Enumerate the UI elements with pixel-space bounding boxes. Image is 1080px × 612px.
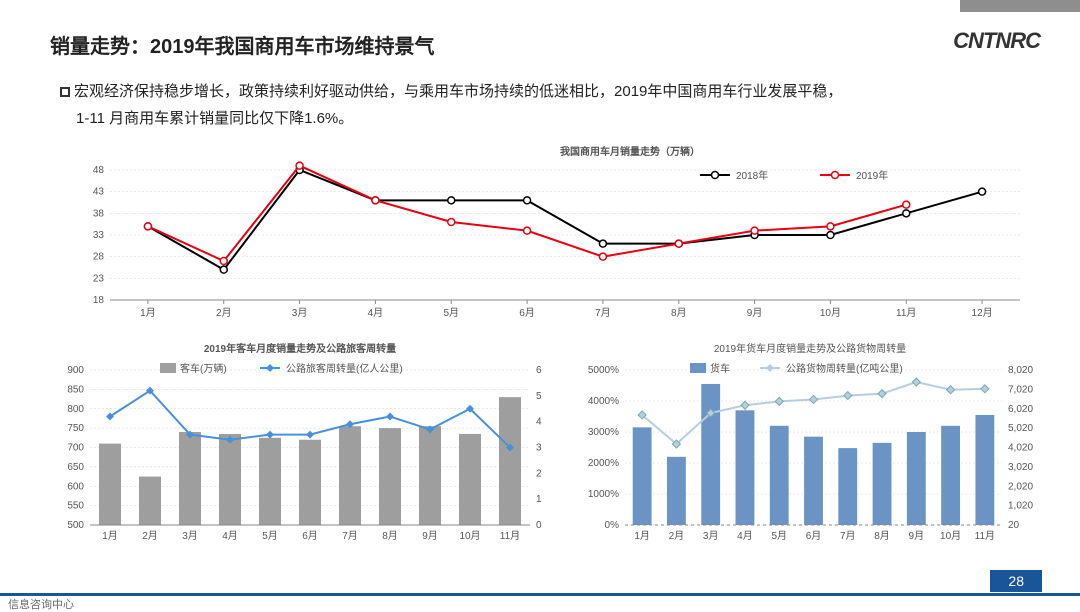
svg-text:7月: 7月 xyxy=(342,530,358,542)
svg-text:9月: 9月 xyxy=(747,307,763,319)
svg-text:8月: 8月 xyxy=(874,530,890,542)
svg-text:5: 5 xyxy=(536,391,542,402)
svg-text:800: 800 xyxy=(67,404,84,415)
chart-right: 2019年货车月度销量走势及公路货物周转量 0% 1000% 2000% 3000% 40… xyxy=(570,340,1050,550)
svg-text:2019年货车月度销量走势及公路货物周转量: 2019年货车月度销量走势及公路货物周转量 xyxy=(714,342,906,355)
subtitle-line2: 1-11 月商用车累计销量同比仅下降1.6%。 xyxy=(76,110,353,127)
svg-text:43: 43 xyxy=(93,187,105,198)
svg-text:900: 900 xyxy=(67,365,84,376)
svg-text:11月: 11月 xyxy=(975,530,995,542)
svg-text:公路货物周转量(亿吨公里): 公路货物周转量(亿吨公里) xyxy=(786,362,903,375)
chart-main: 我国商用车月销量走势（万辆） 18 23 28 33 38 43 48 1月 2月 3月 4月 5月 6月… xyxy=(70,145,1030,325)
svg-text:2,020: 2,020 xyxy=(1008,481,1033,492)
svg-text:2000%: 2000% xyxy=(588,458,619,469)
svg-text:2月: 2月 xyxy=(669,530,685,542)
svg-text:1: 1 xyxy=(536,494,542,505)
svg-text:5,020: 5,020 xyxy=(1008,423,1033,434)
svg-text:客车(万辆): 客车(万辆) xyxy=(180,362,227,375)
svg-text:5000%: 5000% xyxy=(588,365,619,376)
svg-text:1月: 1月 xyxy=(102,530,118,542)
bullet-icon xyxy=(60,87,70,97)
svg-text:9月: 9月 xyxy=(909,530,925,542)
svg-text:5月: 5月 xyxy=(771,530,787,542)
svg-text:3: 3 xyxy=(536,443,542,454)
svg-text:23: 23 xyxy=(93,273,105,284)
svg-text:9月: 9月 xyxy=(422,530,438,542)
svg-text:公路旅客周转量(亿人公里): 公路旅客周转量(亿人公里) xyxy=(286,362,403,375)
svg-text:5月: 5月 xyxy=(443,307,459,319)
chart-main-svg: 我国商用车月销量走势（万辆） 18 23 28 33 38 43 48 1月 2月 3月 4月 5月 6月… xyxy=(70,145,1030,325)
page-number: 28 xyxy=(990,570,1042,592)
svg-text:18: 18 xyxy=(93,295,105,306)
svg-text:500: 500 xyxy=(67,520,84,531)
svg-text:1月: 1月 xyxy=(140,307,156,319)
svg-text:4,020: 4,020 xyxy=(1008,443,1033,454)
svg-text:4月: 4月 xyxy=(368,307,384,319)
svg-text:20: 20 xyxy=(1008,520,1020,531)
svg-text:1000%: 1000% xyxy=(588,489,619,500)
svg-text:5月: 5月 xyxy=(262,530,278,542)
svg-text:3000%: 3000% xyxy=(588,427,619,438)
svg-text:6月: 6月 xyxy=(302,530,318,542)
svg-text:我国商用车月销量走势（万辆）: 我国商用车月销量走势（万辆） xyxy=(560,145,700,158)
page-title: 销量走势：2019年我国商用车市场维持景气 xyxy=(50,30,435,59)
svg-text:2019年客车月度销量走势及公路旅客周转量: 2019年客车月度销量走势及公路旅客周转量 xyxy=(204,342,396,355)
chart-left-svg: 2019年客车月度销量走势及公路旅客周转量5005506006507007508… xyxy=(40,340,560,550)
svg-text:4: 4 xyxy=(536,417,542,428)
svg-text:750: 750 xyxy=(67,423,84,434)
svg-text:4000%: 4000% xyxy=(588,396,619,407)
svg-text:8,020: 8,020 xyxy=(1008,365,1033,376)
svg-text:2019年: 2019年 xyxy=(856,169,888,182)
svg-text:700: 700 xyxy=(67,443,84,454)
svg-text:6月: 6月 xyxy=(806,530,822,542)
svg-text:10月: 10月 xyxy=(940,530,961,542)
svg-text:0: 0 xyxy=(536,520,542,531)
footer-text: 信息咨询中心 xyxy=(8,596,74,612)
chart-left: 2019年客车月度销量走势及公路旅客周转量5005506006507007508… xyxy=(40,340,560,550)
svg-text:11月: 11月 xyxy=(500,530,520,542)
svg-text:货车: 货车 xyxy=(710,362,730,375)
logo: CNTNRC xyxy=(953,28,1040,54)
chart-right-svg: 2019年货车月度销量走势及公路货物周转量 0% 1000% 2000% 3000% 40… xyxy=(570,340,1050,550)
svg-text:3月: 3月 xyxy=(182,530,198,542)
svg-text:600: 600 xyxy=(67,481,84,492)
svg-text:2018年: 2018年 xyxy=(736,169,768,182)
svg-text:7月: 7月 xyxy=(595,307,611,319)
svg-text:7,020: 7,020 xyxy=(1008,384,1033,395)
subtitle-line1: 宏观经济保持稳步增长，政策持续利好驱动供给，与乘用车市场持续的低迷相比，2019… xyxy=(74,83,842,100)
footer-line xyxy=(0,593,1080,596)
corner-tab xyxy=(960,0,1080,12)
svg-text:1月: 1月 xyxy=(634,530,650,542)
svg-text:12月: 12月 xyxy=(972,307,993,319)
svg-text:850: 850 xyxy=(67,384,84,395)
svg-text:650: 650 xyxy=(67,462,84,473)
svg-text:11月: 11月 xyxy=(896,307,916,319)
svg-text:1,020: 1,020 xyxy=(1008,501,1033,512)
svg-text:6: 6 xyxy=(536,365,542,376)
svg-text:550: 550 xyxy=(67,501,84,512)
svg-text:6,020: 6,020 xyxy=(1008,404,1033,415)
svg-text:3月: 3月 xyxy=(703,530,719,542)
svg-text:7月: 7月 xyxy=(840,530,856,542)
svg-text:48: 48 xyxy=(93,165,105,176)
svg-text:6月: 6月 xyxy=(519,307,535,319)
svg-text:3月: 3月 xyxy=(292,307,308,319)
subtitle: 宏观经济保持稳步增长，政策持续利好驱动供给，与乘用车市场持续的低迷相比，2019… xyxy=(60,78,1030,132)
svg-text:10月: 10月 xyxy=(820,307,841,319)
svg-text:2月: 2月 xyxy=(216,307,232,319)
svg-text:4月: 4月 xyxy=(222,530,238,542)
svg-text:8月: 8月 xyxy=(382,530,398,542)
svg-text:2月: 2月 xyxy=(142,530,158,542)
svg-text:10月: 10月 xyxy=(459,530,480,542)
svg-text:0%: 0% xyxy=(605,520,620,531)
svg-text:33: 33 xyxy=(93,230,105,241)
svg-text:28: 28 xyxy=(93,252,105,263)
svg-text:8月: 8月 xyxy=(671,307,687,319)
svg-text:4月: 4月 xyxy=(737,530,753,542)
svg-text:38: 38 xyxy=(93,208,105,219)
svg-text:3,020: 3,020 xyxy=(1008,462,1033,473)
svg-text:2: 2 xyxy=(536,468,542,479)
